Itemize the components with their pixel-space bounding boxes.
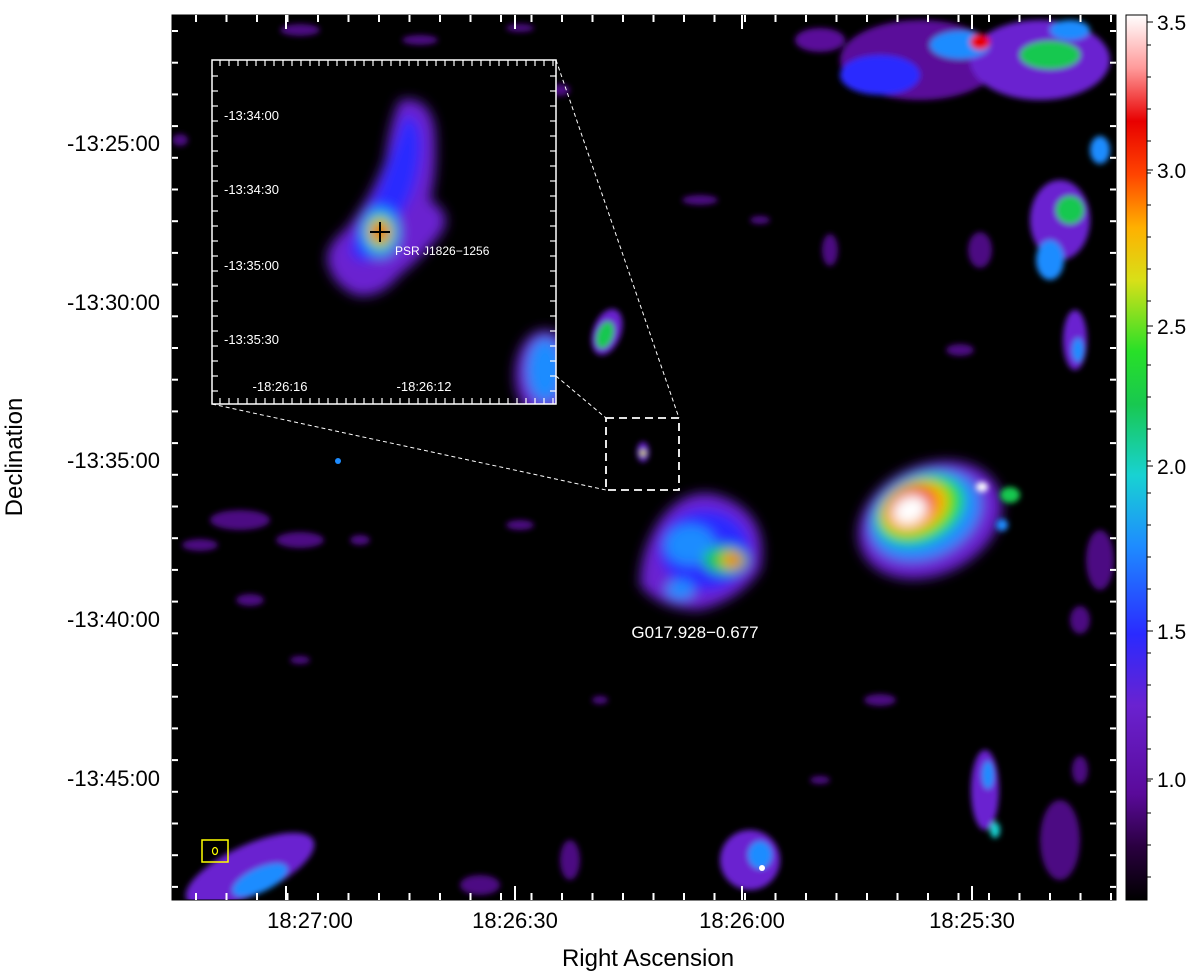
x-tick-label: 18:26:00 — [699, 908, 785, 933]
zoom-connector-top — [555, 59, 680, 419]
colorbar-tick-label: 2.5 — [1157, 316, 1186, 339]
y-tick-labels: -13:25:00 -13:30:00 -13:35:00 -13:40:00 -13:… — [67, 131, 160, 791]
colorbar-ticks: 3.5 3.0 2.5 2.0 1.5 1.0 — [1147, 12, 1186, 878]
y-tick-label: -13:35:00 — [67, 448, 160, 473]
y-tick-label: -13:25:00 — [67, 131, 160, 156]
beam-box — [201, 839, 229, 863]
x-tick-label: 18:26:30 — [472, 908, 558, 933]
inset-panel: PSR J1826−1256 -13:34:00 -13:34:30 -13:35:… — [211, 59, 557, 405]
inset-x-tick-label: -18:26:12 — [397, 379, 452, 394]
colorbar-tick-label: 1.5 — [1157, 621, 1186, 644]
inset-y-tick-label: -13:34:30 — [224, 182, 279, 197]
y-axis-label: Declination — [1, 398, 28, 517]
inset-frame — [211, 59, 557, 405]
inset-y-tick-label: -13:35:30 — [224, 332, 279, 347]
zoom-connector-mid — [555, 375, 607, 419]
x-tick-label: 18:27:00 — [267, 908, 353, 933]
emission-layer — [172, 20, 1114, 900]
inset-y-tick-label: -13:35:00 — [224, 258, 279, 273]
beam-ellipse — [211, 846, 219, 856]
inset-y-tick-labels: -13:34:00 -13:34:30 -13:35:00 -13:35:30 — [224, 108, 279, 347]
inset-tick-marks — [212, 60, 556, 404]
map-frame — [171, 14, 1117, 901]
inset-y-tick-label: -13:34:00 — [224, 108, 279, 123]
colorbar-tick-label: 3.5 — [1157, 12, 1186, 35]
source-label: G017.928−0.677 — [631, 623, 758, 642]
colorbar — [1125, 14, 1148, 901]
x-axis-label: Right Ascension — [562, 945, 734, 972]
colorbar-tick-label: 3.0 — [1157, 160, 1186, 183]
y-tick-label: -13:45:00 — [67, 766, 160, 791]
colorbar-tick-label: 1.0 — [1157, 769, 1186, 792]
zoom-region-box — [605, 417, 680, 491]
pulsar-label: PSR J1826−1256 — [395, 244, 490, 258]
y-tick-label: -13:40:00 — [67, 607, 160, 632]
inset-x-tick-labels: -18:26:16 -18:26:12 — [253, 379, 452, 394]
colorbar-tick-label: 2.0 — [1157, 456, 1186, 479]
x-tick-label: 18:25:30 — [929, 908, 1015, 933]
y-tick-label: -13:30:00 — [67, 290, 160, 315]
x-tick-labels: 18:27:00 18:26:30 18:26:00 18:25:30 — [267, 908, 1015, 933]
inset-x-tick-label: -18:26:16 — [253, 379, 308, 394]
map-tick-marks — [172, 15, 1116, 900]
zoom-connector-bottom — [211, 403, 607, 491]
